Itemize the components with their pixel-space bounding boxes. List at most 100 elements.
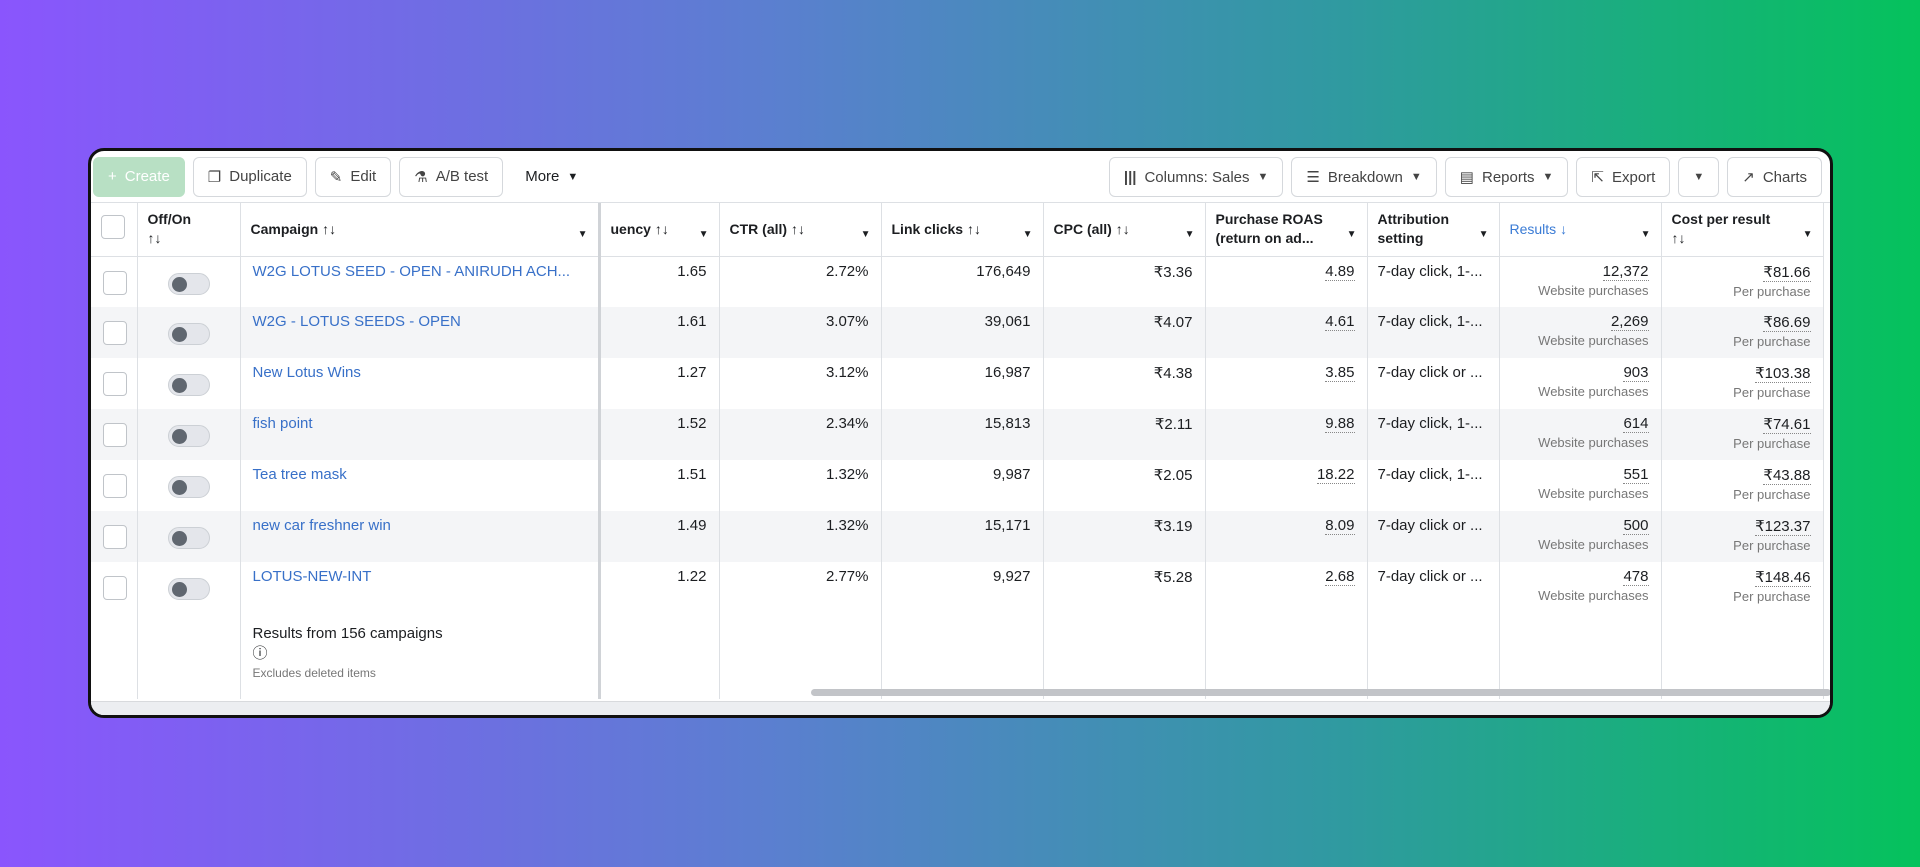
ab-test-button[interactable]: ⚗ A/B test: [399, 156, 504, 197]
link-clicks-cell: 9,927: [881, 562, 1044, 613]
campaign-link[interactable]: W2G LOTUS SEED - OPEN - ANIRUDH ACH...: [252, 262, 571, 280]
row-checkbox[interactable]: [102, 423, 127, 447]
results-type: Website purchases: [1538, 486, 1649, 501]
column-frequency[interactable]: uency ↑↓ ▼: [599, 203, 720, 257]
column-menu-icon[interactable]: ▼: [1346, 229, 1357, 240]
column-offon[interactable]: Off/On ↑↓: [137, 203, 241, 257]
results-type: Website purchases: [1538, 333, 1649, 348]
row-checkbox[interactable]: [102, 372, 127, 396]
campaign-link[interactable]: new car freshner win: [252, 517, 391, 534]
ctr-cell: 1.32%: [719, 460, 882, 511]
reports-button[interactable]: ▤ Reports ▼: [1444, 157, 1569, 197]
campaign-toggle[interactable]: [167, 374, 210, 396]
campaign-cell: Tea tree mask: [240, 460, 601, 511]
more-button[interactable]: More ▼: [511, 156, 593, 197]
results-type: Website purchases: [1538, 384, 1649, 399]
row-checkbox[interactable]: [102, 321, 127, 345]
results-cell: 12,372 Website purchases: [1499, 256, 1662, 307]
cost-value: ₹81.66: [1763, 263, 1811, 282]
roas-cell: 18.22: [1205, 460, 1368, 511]
row-checkbox[interactable]: [102, 525, 127, 549]
frequency-label: uency: [610, 220, 651, 237]
summary-cell: Results from 156 campaigns ⓘ Excludes dele…: [240, 613, 601, 699]
horizontal-scrollbar[interactable]: [811, 689, 1830, 696]
results-type: Website purchases: [1538, 537, 1649, 552]
campaign-link[interactable]: Tea tree mask: [252, 466, 347, 483]
roas-cell: 4.61: [1205, 307, 1368, 358]
export-dropdown-button[interactable]: ▼: [1678, 157, 1720, 197]
campaign-toggle[interactable]: [167, 425, 210, 447]
column-menu-icon[interactable]: ▼: [1478, 229, 1489, 240]
column-menu-icon[interactable]: ▼: [860, 229, 871, 240]
roas-cell: 4.89: [1205, 256, 1368, 307]
column-results[interactable]: Results ↓ ▼: [1499, 203, 1662, 257]
toggle-cell: [137, 460, 241, 511]
results-value: 478: [1623, 568, 1649, 586]
cost-cell: ₹43.88 Per purchase: [1661, 460, 1824, 511]
toggle-cell: [137, 358, 241, 409]
roas-value: 9.88: [1325, 415, 1355, 433]
campaign-toggle[interactable]: [167, 272, 210, 295]
table-row: W2G - LOTUS SEEDS - OPEN 1.61 3.07% 39,0…: [91, 307, 1824, 358]
edit-button[interactable]: ✎ Edit: [314, 156, 392, 197]
roas-value: 3.85: [1325, 364, 1355, 382]
column-campaign[interactable]: Campaign ↑↓ ▼: [240, 203, 601, 257]
campaign-toggle[interactable]: [167, 578, 210, 600]
row-checkbox[interactable]: [102, 576, 127, 600]
campaign-link[interactable]: New Lotus Wins: [252, 364, 361, 381]
column-menu-icon[interactable]: ▼: [1640, 229, 1651, 240]
charts-button[interactable]: ↗ Charts: [1727, 157, 1822, 197]
columns-button[interactable]: ||| Columns: Sales ▼: [1108, 157, 1284, 197]
toggle-cell: [137, 307, 241, 358]
campaign-cell: fish point: [240, 409, 601, 460]
campaign-link[interactable]: fish point: [252, 415, 313, 432]
results-value: 500: [1623, 517, 1649, 535]
column-menu-icon[interactable]: ▼: [577, 229, 588, 240]
column-cpc[interactable]: CPC (all) ↑↓ ▼: [1043, 203, 1206, 257]
campaign-toggle[interactable]: [167, 476, 210, 498]
campaign-link[interactable]: W2G - LOTUS SEEDS - OPEN: [252, 313, 461, 330]
bottom-bar: [91, 701, 1830, 715]
export-button[interactable]: ⇱ Export: [1576, 157, 1671, 197]
column-menu-icon[interactable]: ▼: [1022, 229, 1033, 240]
ab-test-label: A/B test: [435, 168, 489, 185]
roas-cell: 2.68: [1205, 562, 1368, 613]
roas-value: 4.89: [1325, 262, 1355, 281]
frequency-cell: 1.51: [599, 460, 720, 511]
breakdown-button[interactable]: ☰ Breakdown ▼: [1291, 157, 1437, 197]
column-attribution[interactable]: Attribution setting ▼: [1367, 203, 1500, 257]
frequency-cell: 1.27: [599, 358, 720, 409]
table-row: LOTUS-NEW-INT 1.22 2.77% 9,927 ₹5.28 2.6…: [91, 562, 1824, 613]
cost-label: Cost per result: [1671, 211, 1771, 228]
table-footer: Results from 156 campaigns ⓘ Excludes dele…: [91, 613, 1824, 699]
link-clicks-cell: 15,171: [881, 511, 1044, 562]
toolbar: + Create ❐ Duplicate ✎ Edit ⚗ A/B test More ▼…: [91, 151, 1830, 203]
column-roas[interactable]: Purchase ROAS (return on ad... ▼: [1205, 203, 1368, 257]
column-menu-icon[interactable]: ▼: [698, 229, 709, 240]
duplicate-button[interactable]: ❐ Duplicate: [192, 156, 307, 197]
roas-value: 2.68: [1325, 568, 1355, 586]
row-checkbox[interactable]: [102, 474, 127, 498]
column-link-clicks[interactable]: Link clicks ↑↓ ▼: [881, 203, 1044, 257]
row-checkbox[interactable]: [102, 270, 127, 295]
excludes-note: Excludes deleted items: [252, 666, 376, 680]
info-icon[interactable]: ⓘ: [252, 645, 268, 662]
campaign-toggle[interactable]: [167, 323, 210, 345]
column-menu-icon[interactable]: ▼: [1802, 229, 1813, 240]
column-cost-per-result[interactable]: Cost per result ↑↓ ▼: [1661, 203, 1824, 257]
campaigns-table: Off/On ↑↓ Campaign ↑↓ ▼ uency ↑↓ ▼ CTR (all…: [91, 203, 1824, 699]
attribution-cell: 7-day click, 1-...: [1367, 460, 1500, 511]
results-value: 551: [1623, 466, 1649, 484]
results-value: 903: [1623, 364, 1649, 382]
sort-icon: ↑↓: [322, 220, 337, 237]
campaign-cell: new car freshner win: [240, 511, 601, 562]
column-menu-icon[interactable]: ▼: [1184, 229, 1195, 240]
campaign-link[interactable]: LOTUS-NEW-INT: [252, 568, 372, 585]
cpc-label: CPC (all): [1053, 220, 1112, 237]
create-button[interactable]: + Create: [93, 156, 185, 197]
select-all-checkbox[interactable]: [101, 214, 125, 239]
campaign-toggle[interactable]: [167, 527, 210, 549]
export-label: Export: [1611, 168, 1656, 186]
column-ctr[interactable]: CTR (all) ↑↓ ▼: [719, 203, 882, 257]
cost-cell: ₹103.38 Per purchase: [1661, 358, 1824, 409]
